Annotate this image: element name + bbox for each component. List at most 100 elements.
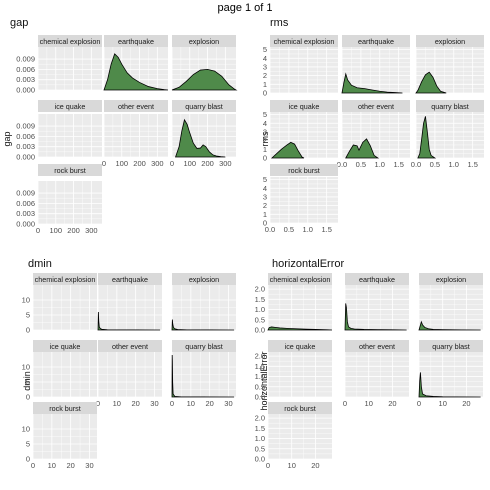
x-tick-label: 200 bbox=[67, 226, 80, 235]
x-tick-label: 0.0 bbox=[265, 225, 275, 234]
y-tick-label: 0.5 bbox=[255, 444, 265, 453]
facet-panel bbox=[104, 114, 168, 157]
facet-label: rock burst bbox=[49, 404, 81, 413]
y-tick-label: 0.009 bbox=[16, 189, 35, 198]
facet-panel bbox=[38, 181, 102, 224]
y-tick-label: 10 bbox=[22, 363, 30, 372]
density-area bbox=[344, 303, 407, 331]
facet-quarry-blast: quarry blast 0 10 20 30 bbox=[170, 340, 236, 408]
facet-label: rock burst bbox=[54, 166, 86, 175]
facet-label: quarry blast bbox=[431, 102, 469, 111]
facet-label: explosion bbox=[435, 37, 465, 46]
facet-label: quarry blast bbox=[185, 342, 223, 351]
density-area bbox=[415, 71, 447, 94]
x-tick-label: 300 bbox=[85, 226, 98, 235]
x-tick-label: 300 bbox=[151, 159, 164, 168]
x-tick-label: 20 bbox=[205, 399, 213, 408]
facet-strip bbox=[270, 100, 338, 112]
y-tick-label: 0.003 bbox=[16, 209, 35, 218]
x-tick-label: 0.5 bbox=[430, 160, 440, 169]
facet-strip bbox=[38, 35, 102, 47]
facet-strip bbox=[345, 340, 409, 352]
x-tick-label: 0.5 bbox=[356, 160, 366, 169]
facet-label: explosion bbox=[436, 275, 466, 284]
y-tick-label: 0.009 bbox=[16, 122, 35, 131]
x-tick-label: 10 bbox=[113, 399, 121, 408]
facet-earthquake: earthquake bbox=[344, 273, 409, 331]
facet-strip bbox=[172, 273, 236, 285]
x-tick-label: 100 bbox=[184, 159, 197, 168]
facet-quarry-blast: quarry blast 0 10 20 bbox=[417, 340, 483, 408]
y-tick-label: 0.000 bbox=[16, 220, 35, 229]
facet-strip bbox=[33, 340, 97, 352]
facet-label: other event bbox=[358, 102, 394, 111]
chart-title: horizontalError bbox=[272, 258, 344, 270]
y-tick-label: 10 bbox=[22, 425, 30, 434]
y-tick-label: 0.006 bbox=[16, 132, 35, 141]
facet-strip bbox=[33, 402, 97, 414]
y-tick-label: 0 bbox=[263, 154, 267, 163]
y-tick-label: 3 bbox=[263, 127, 267, 136]
facet-panel bbox=[345, 285, 409, 330]
facet-panel bbox=[345, 352, 409, 397]
x-tick-label: 20 bbox=[388, 399, 396, 408]
x-tick-label: 0 bbox=[170, 159, 174, 168]
facet-panel bbox=[268, 285, 332, 330]
facet-earthquake: earthquake bbox=[103, 35, 169, 91]
density-area bbox=[103, 53, 169, 91]
x-tick-label: 1.0 bbox=[449, 160, 459, 169]
x-tick-label: 0.0 bbox=[411, 160, 421, 169]
facet-strip bbox=[98, 273, 162, 285]
x-tick-label: 1.0 bbox=[375, 160, 385, 169]
y-axis-label: gap bbox=[2, 131, 12, 146]
y-tick-label: 5 bbox=[263, 45, 267, 54]
facet-strip bbox=[172, 100, 236, 112]
x-tick-label: 20 bbox=[66, 461, 74, 470]
y-tick-label: 1.0 bbox=[255, 434, 265, 443]
facet-label: other event bbox=[359, 342, 395, 351]
x-tick-label: 100 bbox=[50, 226, 63, 235]
x-tick-label: 0 bbox=[102, 159, 106, 168]
x-tick-label: 20 bbox=[462, 399, 470, 408]
facet-strip bbox=[419, 273, 483, 285]
y-tick-label: 0 bbox=[26, 455, 30, 464]
density-area bbox=[171, 354, 235, 398]
y-tick-label: 1 bbox=[263, 80, 267, 89]
y-tick-label: 2 bbox=[263, 136, 267, 145]
y-tick-label: 0.000 bbox=[16, 86, 35, 95]
y-tick-label: 1.5 bbox=[255, 362, 265, 371]
y-axis-label: horizontalError bbox=[259, 351, 269, 410]
y-tick-label: 0 bbox=[263, 219, 267, 228]
y-tick-label: 5 bbox=[26, 378, 30, 387]
y-tick-label: 4 bbox=[263, 54, 267, 63]
facet-ice-quake: ice quake 0.0 0.51.01.52.0 bbox=[255, 340, 332, 402]
facet-label: earthquake bbox=[112, 275, 148, 284]
x-tick-label: 0 bbox=[36, 226, 40, 235]
facet-panel bbox=[419, 352, 483, 397]
density-area bbox=[270, 141, 305, 159]
facet-rock-burst: rock burst 0 5 10 0 10 20 30 bbox=[22, 402, 97, 470]
density-area bbox=[417, 116, 437, 159]
facet-strip bbox=[172, 35, 236, 47]
facet-explosion: explosion bbox=[415, 35, 484, 94]
y-tick-label: 0.0 bbox=[255, 393, 265, 402]
x-tick-label: 20 bbox=[131, 399, 139, 408]
x-tick-label: 1.0 bbox=[303, 225, 313, 234]
y-tick-label: 1 bbox=[263, 210, 267, 219]
x-tick-label: 200 bbox=[133, 159, 146, 168]
x-tick-label: 0.5 bbox=[284, 225, 294, 234]
y-tick-label: 1.0 bbox=[255, 372, 265, 381]
facet-panel bbox=[419, 285, 483, 330]
facet-label: ice quake bbox=[50, 342, 81, 351]
density-area bbox=[341, 72, 403, 94]
y-tick-label: 3 bbox=[263, 62, 267, 71]
facet-rock-burst: rock burst 0.0 0.51.01.52.0 0 10 20 bbox=[255, 402, 332, 470]
facet-strip bbox=[98, 340, 162, 352]
facet-panel bbox=[38, 47, 102, 90]
facet-label: earthquake bbox=[359, 275, 395, 284]
y-tick-label: 0.006 bbox=[16, 65, 35, 74]
